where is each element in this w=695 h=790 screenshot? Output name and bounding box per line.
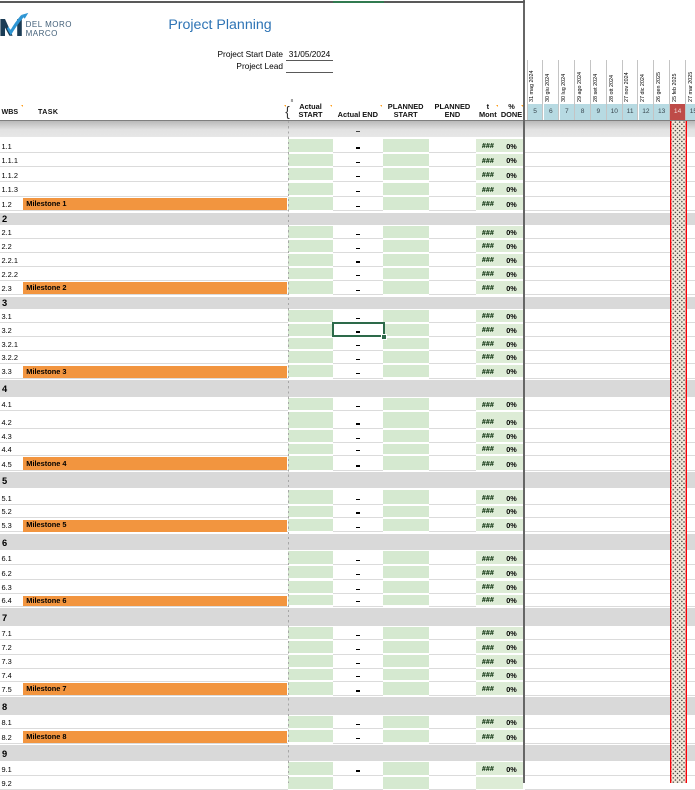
svg-text:DEL MORO: DEL MORO [26, 20, 72, 29]
svg-text:MARCO: MARCO [26, 29, 58, 38]
